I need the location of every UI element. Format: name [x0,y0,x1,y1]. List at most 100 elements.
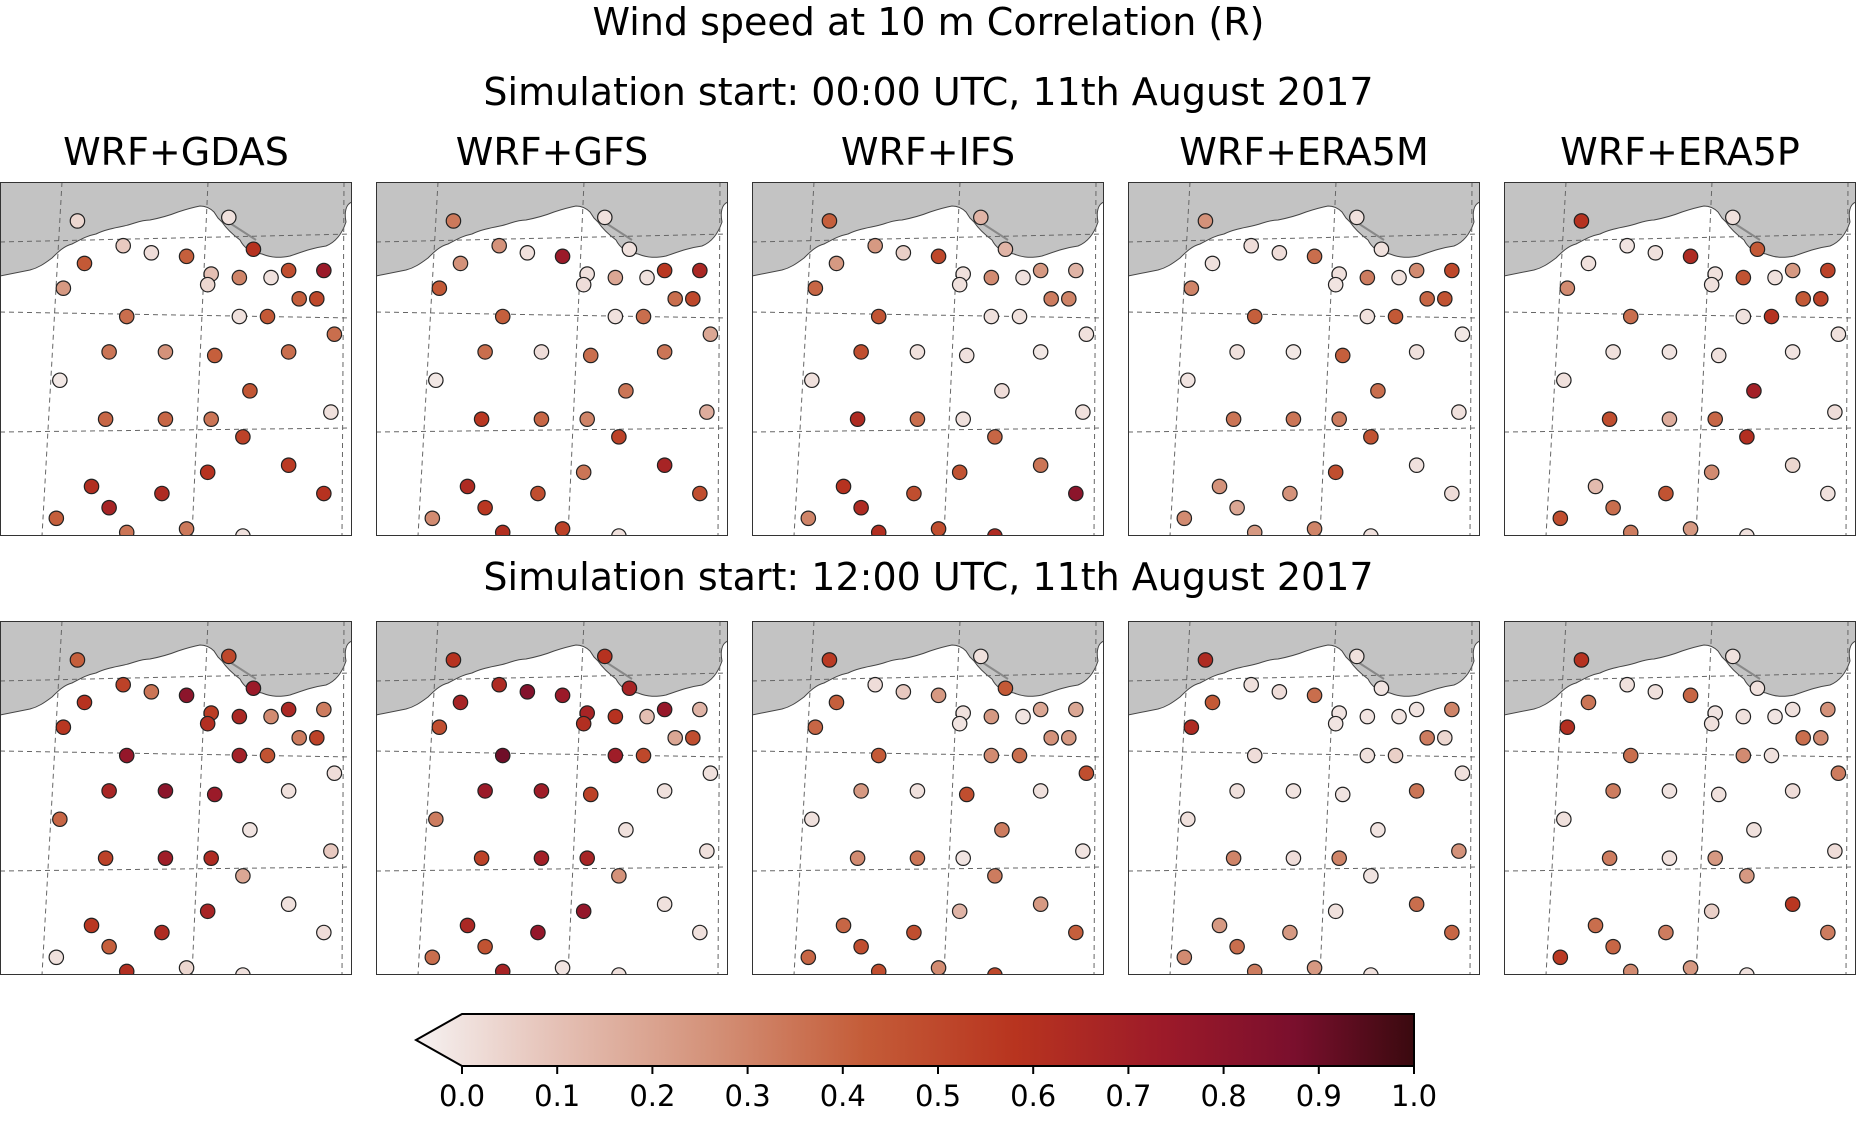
station-marker [1725,209,1741,226]
station-marker [1032,262,1049,279]
station-marker [1327,464,1344,481]
station-marker [1068,701,1084,718]
station-marker [494,524,511,536]
station-marker [115,237,131,254]
station-marker [909,850,926,866]
station-marker [1707,411,1723,427]
station-marker [575,276,592,293]
station-marker [1661,411,1678,427]
station-marker [1703,715,1720,732]
station-marker [1061,291,1077,307]
map-frame [1504,621,1856,975]
station-marker [1703,903,1720,920]
station-marker [1015,269,1031,286]
station-marker [849,411,866,427]
station-marker [1658,924,1674,941]
map-land [752,621,1104,716]
station-marker [157,344,174,360]
station-marker [1601,411,1618,427]
station-marker [1767,708,1783,725]
station-marker [178,960,195,975]
station-marker [1710,786,1727,803]
station-marker [1735,747,1752,764]
map-panel-gdas-row2 [0,621,352,975]
station-marker [656,896,673,912]
station-marker [143,245,160,261]
station-marker [554,521,571,536]
station-marker [1306,687,1323,704]
station-marker [656,457,673,473]
station-marker [1830,765,1847,782]
station-marker [221,209,237,226]
station-marker [1605,783,1621,799]
station-marker [1204,255,1221,272]
station-marker [1573,652,1590,668]
station-marker [611,429,627,445]
station-marker [1813,291,1829,307]
station-marker [1363,868,1379,884]
station-marker [1032,344,1049,360]
station-marker [231,269,248,286]
station-marker [199,276,216,293]
station-marker [1763,308,1780,325]
station-marker [118,747,135,764]
map-graticule-line [1504,750,1856,758]
map-land [752,182,1104,277]
station-marker [1746,822,1762,838]
station-marker [1282,924,1298,941]
station-marker [1211,917,1228,934]
station-marker [1229,344,1245,360]
station-marker [804,811,820,828]
colorbar-tick-label: 0.3 [725,1079,771,1113]
station-marker [800,949,817,966]
map-land [376,182,728,277]
station-marker [445,213,462,229]
station-marker [1725,648,1741,665]
panel-title-gdas: WRF+GDAS [63,130,289,174]
station-marker [308,730,325,746]
station-marker [1444,701,1460,718]
station-marker [1408,262,1425,279]
station-marker [1197,213,1214,229]
station-marker [667,730,683,746]
station-marker [1246,524,1263,536]
station-marker [1784,344,1801,360]
station-marker [1661,783,1678,799]
station-marker [1707,850,1723,866]
station-marker [1373,680,1390,697]
station-marker [1682,960,1699,975]
station-marker [692,485,708,502]
station-marker [930,687,947,704]
station-marker [69,652,86,668]
station-marker [48,949,65,966]
station-marker [1552,510,1569,527]
station-marker [1391,708,1407,725]
station-marker [639,708,655,725]
station-marker [828,694,845,711]
station-marker [118,963,135,975]
station-marker [554,960,571,975]
station-marker [835,917,852,934]
map-frame [1504,182,1856,536]
station-marker [1559,280,1576,296]
station-marker [1820,701,1836,718]
map-land [0,182,352,277]
colorbar-tick-label: 0.6 [1010,1079,1056,1113]
panel-title-era5p: WRF+ERA5P [1560,130,1800,174]
station-marker [684,730,701,746]
station-marker [1032,783,1049,799]
station-marker [853,344,869,360]
map-panel-gfs-row2 [376,621,728,975]
station-marker [1408,896,1425,912]
station-marker [477,499,493,516]
station-marker [1225,850,1242,866]
station-marker [280,896,297,912]
station-marker [1601,850,1618,866]
station-marker [101,938,117,955]
station-marker [983,708,1000,725]
station-marker [1306,960,1323,975]
station-marker [1246,963,1263,975]
map-graticule-line [376,750,728,758]
station-marker [656,701,673,718]
station-marker [930,248,947,265]
